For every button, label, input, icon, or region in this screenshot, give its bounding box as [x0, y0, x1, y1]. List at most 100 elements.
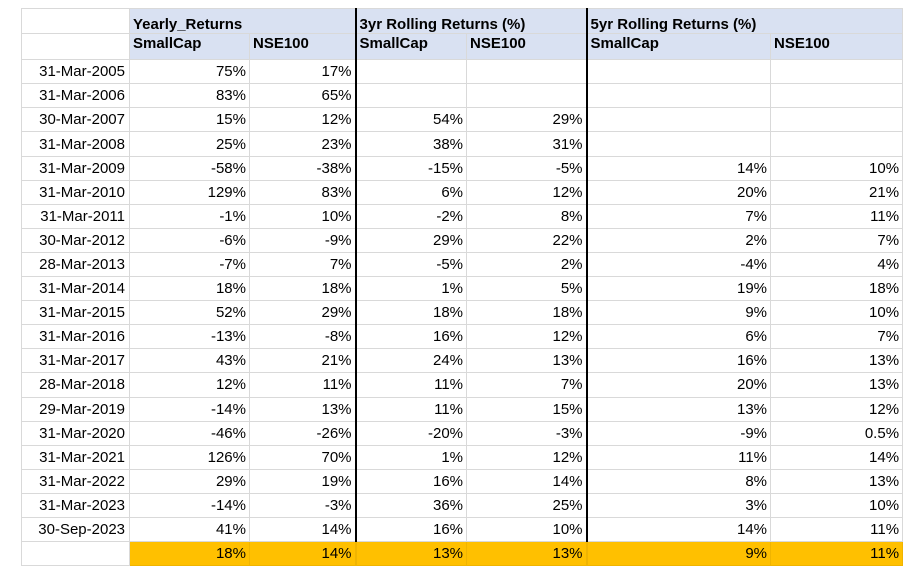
date-cell[interactable]: 31-Mar-2009	[21, 155, 130, 181]
col-header-yearly-nse100[interactable]: NSE100	[248, 33, 357, 61]
cell-3yr-nse100[interactable]: 15%	[466, 396, 588, 422]
summary-cell-yearly-smallcap[interactable]: 18%	[129, 541, 250, 567]
cell-yearly-nse100[interactable]: 19%	[248, 468, 357, 494]
header-corner-cell[interactable]	[21, 33, 130, 61]
cell-5yr-nse100[interactable]: 10%	[770, 300, 904, 326]
date-cell[interactable]: 31-Mar-2010	[21, 179, 130, 205]
cell-5yr-smallcap[interactable]: 14%	[586, 516, 772, 543]
cell-5yr-nse100[interactable]: 18%	[770, 276, 904, 302]
cell-3yr-nse100[interactable]: 12%	[466, 444, 588, 470]
cell-3yr-smallcap[interactable]: 36%	[355, 492, 468, 518]
cell-3yr-nse100[interactable]: 7%	[466, 372, 588, 398]
cell-yearly-smallcap[interactable]: 25%	[129, 131, 250, 157]
date-cell[interactable]: 30-Mar-2007	[21, 107, 130, 133]
cell-3yr-nse100[interactable]: 2%	[466, 251, 588, 278]
cell-5yr-nse100[interactable]: 21%	[770, 179, 904, 205]
cell-5yr-nse100[interactable]: 12%	[770, 396, 904, 422]
cell-3yr-smallcap[interactable]: -2%	[355, 203, 468, 229]
date-cell[interactable]: 31-Mar-2011	[21, 203, 130, 229]
date-cell[interactable]: 31-Mar-2005	[21, 59, 130, 85]
date-cell[interactable]: 31-Mar-2006	[21, 83, 130, 109]
cell-5yr-nse100[interactable]	[770, 59, 904, 85]
cell-3yr-smallcap[interactable]: -20%	[355, 420, 468, 446]
cell-yearly-nse100[interactable]: 29%	[248, 300, 357, 326]
cell-5yr-smallcap[interactable]: 7%	[586, 203, 772, 229]
date-cell[interactable]: 31-Mar-2022	[21, 468, 130, 494]
cell-5yr-smallcap[interactable]	[586, 59, 772, 85]
cell-3yr-nse100[interactable]: 14%	[466, 468, 588, 494]
cell-yearly-nse100[interactable]: 12%	[248, 107, 357, 133]
cell-3yr-nse100[interactable]: 10%	[466, 516, 588, 543]
cell-3yr-nse100[interactable]: 31%	[466, 131, 588, 157]
cell-yearly-nse100[interactable]: 13%	[248, 396, 357, 422]
cell-yearly-smallcap[interactable]: -14%	[129, 396, 250, 422]
cell-yearly-nse100[interactable]: -38%	[248, 155, 357, 181]
date-cell[interactable]: 31-Mar-2020	[21, 420, 130, 446]
cell-5yr-smallcap[interactable]: 8%	[586, 468, 772, 494]
cell-3yr-smallcap[interactable]	[355, 59, 468, 85]
cell-5yr-nse100[interactable]: 0.5%	[770, 420, 904, 446]
header-corner-cell[interactable]	[21, 7, 130, 35]
cell-yearly-smallcap[interactable]: 126%	[129, 444, 250, 470]
cell-5yr-nse100[interactable]: 13%	[770, 468, 904, 494]
cell-5yr-smallcap[interactable]: 9%	[586, 300, 772, 326]
cell-5yr-nse100[interactable]: 4%	[770, 251, 904, 278]
cell-yearly-nse100[interactable]: 21%	[248, 348, 357, 374]
cell-yearly-smallcap[interactable]: -7%	[129, 251, 250, 278]
cell-yearly-nse100[interactable]: 7%	[248, 251, 357, 278]
col-header-5yr-smallcap[interactable]: SmallCap	[586, 33, 772, 61]
summary-cell-yearly-nse100[interactable]: 14%	[248, 541, 357, 567]
cell-3yr-smallcap[interactable]: 29%	[355, 227, 468, 253]
cell-3yr-nse100[interactable]: 29%	[466, 107, 588, 133]
date-cell[interactable]: 31-Mar-2023	[21, 492, 130, 518]
cell-3yr-smallcap[interactable]: 18%	[355, 300, 468, 326]
cell-3yr-smallcap[interactable]: 11%	[355, 372, 468, 398]
cell-3yr-smallcap[interactable]: 6%	[355, 179, 468, 205]
cell-5yr-smallcap[interactable]: 11%	[586, 444, 772, 470]
cell-yearly-smallcap[interactable]: -1%	[129, 203, 250, 229]
cell-yearly-smallcap[interactable]: -46%	[129, 420, 250, 446]
cell-yearly-smallcap[interactable]: 43%	[129, 348, 250, 374]
cell-5yr-nse100[interactable]: 11%	[770, 516, 904, 543]
cell-5yr-nse100[interactable]	[770, 83, 904, 109]
cell-3yr-nse100[interactable]: 13%	[466, 348, 588, 374]
summary-cell-3yr-nse100[interactable]: 13%	[466, 541, 588, 567]
date-cell[interactable]: 31-Mar-2017	[21, 348, 130, 374]
cell-5yr-nse100[interactable]: 13%	[770, 372, 904, 398]
cell-5yr-smallcap[interactable]: 6%	[586, 324, 772, 350]
date-cell[interactable]: 30-Sep-2023	[21, 516, 130, 543]
cell-3yr-smallcap[interactable]: 1%	[355, 276, 468, 302]
summary-cell-5yr-smallcap[interactable]: 9%	[586, 541, 772, 567]
col-header-5yr-nse100[interactable]: NSE100	[770, 33, 904, 61]
cell-5yr-nse100[interactable]: 10%	[770, 492, 904, 518]
group-header-5yr-rolling[interactable]: 5yr Rolling Returns (%)	[586, 7, 904, 35]
cell-yearly-smallcap[interactable]: 12%	[129, 372, 250, 398]
cell-5yr-smallcap[interactable]: 19%	[586, 276, 772, 302]
cell-yearly-smallcap[interactable]: 129%	[129, 179, 250, 205]
cell-3yr-nse100[interactable]: 5%	[466, 276, 588, 302]
cell-3yr-nse100[interactable]: 18%	[466, 300, 588, 326]
cell-3yr-nse100[interactable]: 22%	[466, 227, 588, 253]
cell-yearly-nse100[interactable]: 65%	[248, 83, 357, 109]
date-cell[interactable]: 29-Mar-2019	[21, 396, 130, 422]
cell-yearly-smallcap[interactable]: -6%	[129, 227, 250, 253]
cell-yearly-nse100[interactable]: 14%	[248, 516, 357, 543]
cell-3yr-smallcap[interactable]: 38%	[355, 131, 468, 157]
cell-3yr-nse100[interactable]: 8%	[466, 203, 588, 229]
date-cell[interactable]: 28-Mar-2013	[21, 251, 130, 278]
cell-3yr-smallcap[interactable]: 24%	[355, 348, 468, 374]
cell-3yr-smallcap[interactable]: 16%	[355, 468, 468, 494]
cell-5yr-nse100[interactable]: 14%	[770, 444, 904, 470]
date-cell[interactable]: 31-Mar-2014	[21, 276, 130, 302]
cell-yearly-smallcap[interactable]: 15%	[129, 107, 250, 133]
group-header-3yr-rolling[interactable]: 3yr Rolling Returns (%)	[355, 7, 588, 35]
cell-yearly-smallcap[interactable]: -13%	[129, 324, 250, 350]
cell-3yr-smallcap[interactable]: 1%	[355, 444, 468, 470]
col-header-3yr-nse100[interactable]: NSE100	[466, 33, 588, 61]
cell-5yr-smallcap[interactable]	[586, 131, 772, 157]
cell-5yr-smallcap[interactable]	[586, 107, 772, 133]
cell-5yr-nse100[interactable]: 10%	[770, 155, 904, 181]
cell-5yr-smallcap[interactable]: 2%	[586, 227, 772, 253]
cell-3yr-smallcap[interactable]: 11%	[355, 396, 468, 422]
cell-5yr-smallcap[interactable]: 14%	[586, 155, 772, 181]
